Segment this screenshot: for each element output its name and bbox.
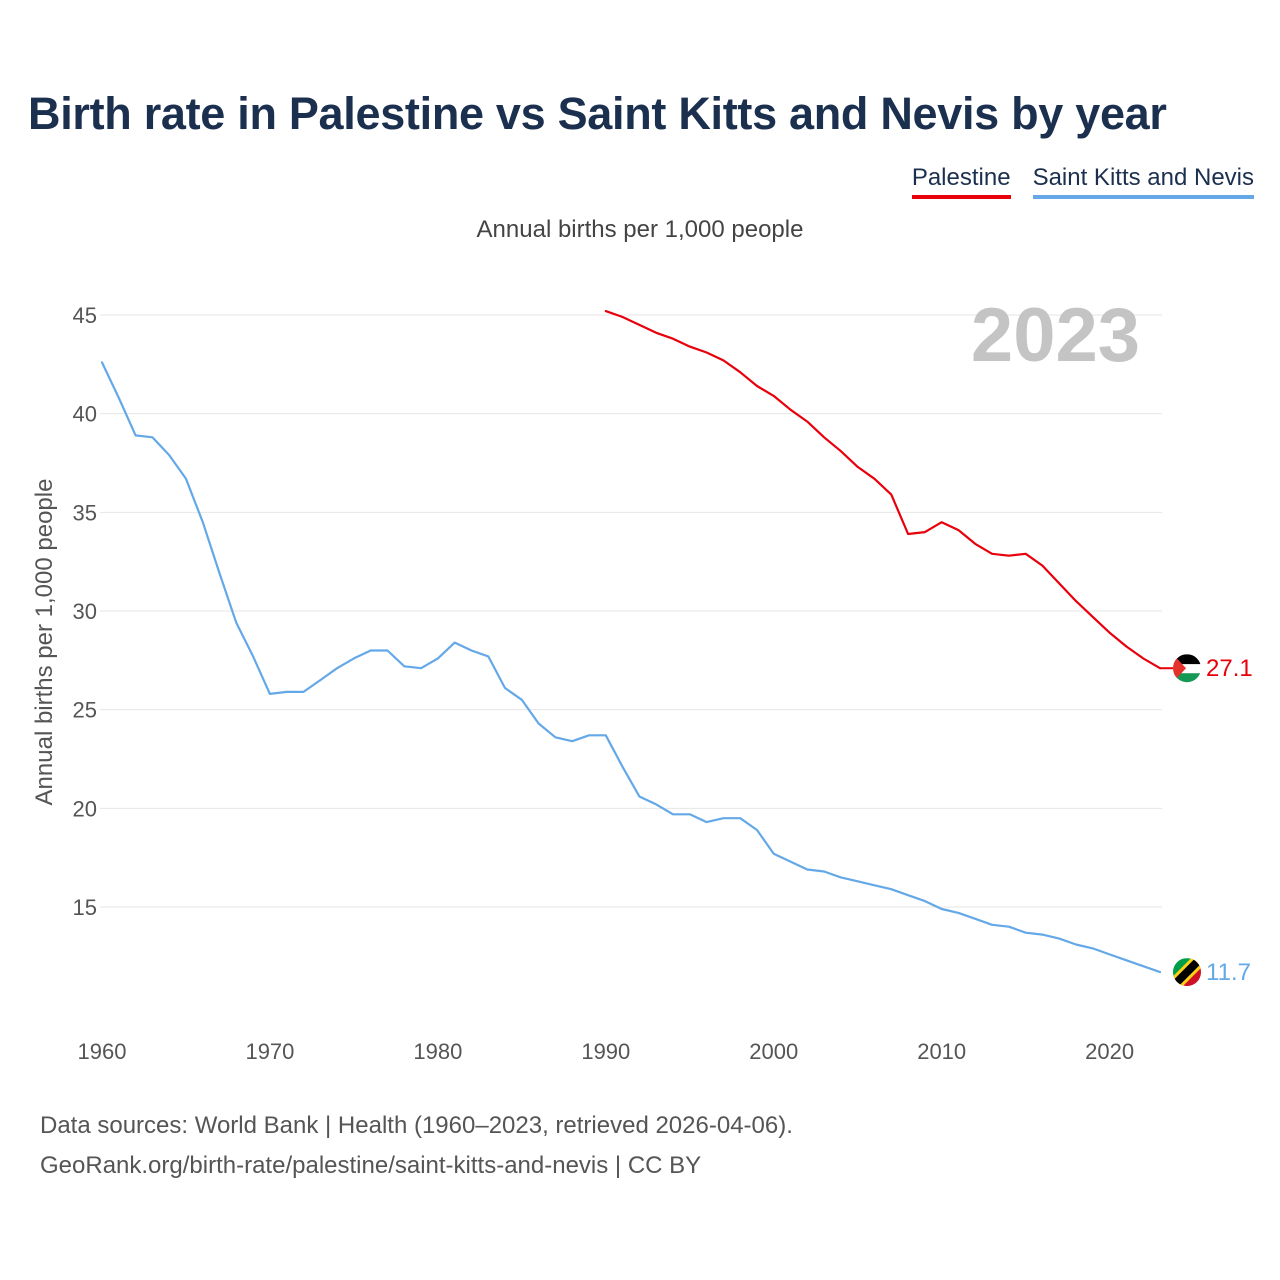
footer: Data sources: World Bank | Health (1960–… xyxy=(40,1106,793,1186)
end-markers xyxy=(1173,654,1201,987)
x-axis-ticks: 1960 1970 1980 1990 2000 2010 2020 xyxy=(78,1039,1135,1064)
y-tick-label: 25 xyxy=(73,698,97,723)
source-url: GeoRank.org/birth-rate/palestine/saint-k… xyxy=(40,1152,702,1179)
x-tick-label: 1970 xyxy=(245,1039,294,1064)
page-title: Birth rate in Palestine vs Saint Kitts a… xyxy=(28,88,1167,139)
series-line-saint-kitts-and-nevis xyxy=(100,361,1162,974)
saint-kitts-and-nevis-flag-icon xyxy=(1173,958,1201,987)
palestine-end-value: 27.1 xyxy=(1206,655,1253,682)
data-source-note: Data sources: World Bank | Health (1960–… xyxy=(40,1112,793,1139)
legend: Palestine Saint Kitts and Nevis xyxy=(911,164,1254,199)
series-group xyxy=(100,310,1173,974)
y-tick-label: 40 xyxy=(73,402,97,427)
x-tick-label: 1980 xyxy=(413,1039,462,1064)
y-tick-label: 30 xyxy=(73,599,97,624)
series-line-palestine xyxy=(604,310,1162,670)
legend-item-palestine[interactable]: Palestine xyxy=(911,164,1011,199)
y-axis-label: Annual births per 1,000 people xyxy=(31,479,58,806)
saint-kitts-end-value: 11.7 xyxy=(1206,959,1251,986)
x-tick-label: 2010 xyxy=(917,1039,966,1064)
legend-item-saint-kitts-and-nevis[interactable]: Saint Kitts and Nevis xyxy=(1032,164,1254,199)
y-tick-label: 35 xyxy=(73,500,97,525)
x-tick-label: 1990 xyxy=(581,1039,630,1064)
x-tick-label: 1960 xyxy=(78,1039,127,1064)
y-tick-label: 45 xyxy=(73,303,97,328)
chart-subtitle: Annual births per 1,000 people xyxy=(476,216,804,243)
x-tick-label: 2020 xyxy=(1085,1039,1134,1064)
y-axis-ticks: 15 20 25 30 35 40 45 xyxy=(73,303,97,920)
y-tick-label: 15 xyxy=(73,895,97,920)
year-overlay: 2023 xyxy=(971,293,1140,378)
y-tick-label: 20 xyxy=(73,796,97,821)
grid-lines xyxy=(100,314,1162,908)
x-tick-label: 2000 xyxy=(749,1039,798,1064)
palestine-flag-icon xyxy=(1173,654,1201,683)
